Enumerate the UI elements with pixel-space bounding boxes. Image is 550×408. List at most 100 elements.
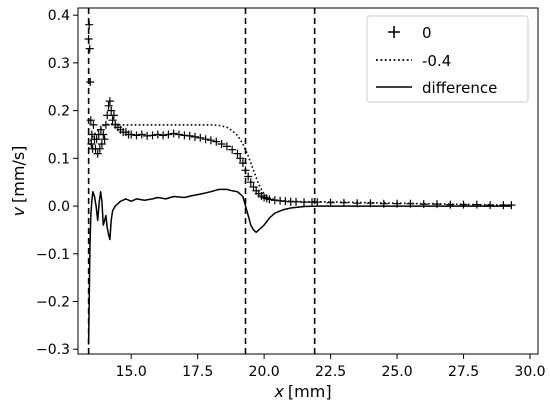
- data-point-plus: [339, 198, 348, 207]
- data-point-plus: [86, 78, 95, 86]
- data-point-plus: [164, 130, 173, 139]
- legend-box: [366, 15, 529, 103]
- data-point-plus: [217, 140, 226, 148]
- data-point-plus: [300, 198, 308, 207]
- data-point-plus: [366, 199, 375, 208]
- plot-frame: [77, 7, 539, 355]
- data-point-plus: [238, 159, 247, 168]
- data-point-plus: [99, 130, 108, 139]
- legend-label-dotted: -0.4: [422, 52, 451, 70]
- data-point-plus: [127, 130, 136, 139]
- y-axis-label-var: v: [9, 206, 28, 216]
- x-axis-label: x [mm]: [273, 382, 331, 401]
- series-difference-line: [87, 188, 512, 345]
- data-point-plus: [499, 201, 508, 210]
- data-point-plus: [92, 135, 101, 144]
- data-point-plus: [109, 111, 118, 120]
- y-tick-label: 0.2: [48, 104, 70, 120]
- x-tick-label: 30.0: [514, 364, 545, 380]
- x-axis-label-var: x: [273, 382, 284, 401]
- data-point-plus: [228, 145, 237, 154]
- data-point-plus: [169, 129, 178, 138]
- y-tick-label: 0.4: [48, 8, 70, 24]
- legend: 0 -0.4 difference: [366, 15, 529, 103]
- data-point-plus: [233, 149, 242, 158]
- data-point-plus: [292, 197, 300, 206]
- series-dotted-layer: [87, 123, 512, 206]
- data-point-plus: [326, 198, 335, 207]
- legend-entry-0: 0: [388, 24, 432, 42]
- data-point-plus: [84, 35, 93, 43]
- data-point-plus: [97, 140, 106, 148]
- data-point-plus: [185, 131, 194, 140]
- y-tick-label: 0.1: [48, 151, 70, 167]
- data-point-plus: [419, 200, 428, 209]
- x-axis-label-unit: [mm]: [288, 382, 332, 401]
- data-point-plus: [96, 125, 105, 134]
- legend-plus-marker: [388, 26, 400, 38]
- data-point-plus: [459, 200, 468, 209]
- legend-entry-dotted: -0.4: [376, 52, 451, 70]
- data-point-plus: [379, 199, 388, 208]
- data-point-plus: [353, 199, 362, 208]
- data-point-plus: [196, 133, 205, 142]
- y-tick-label: −0.2: [36, 295, 70, 311]
- data-point-plus: [393, 199, 402, 208]
- data-point-plus: [222, 142, 231, 151]
- data-point-plus: [244, 172, 253, 181]
- data-point-plus: [85, 44, 94, 53]
- x-tick-label: 25.0: [381, 364, 412, 380]
- data-point-plus: [132, 131, 141, 140]
- x-axis-ticks: 15.0 17.5 20.0 22.5 25.0 27.5 30.0: [116, 354, 546, 380]
- vertical-dashed-lines: [87, 8, 316, 354]
- x-tick-label: 15.0: [116, 364, 147, 380]
- y-tick-label: −0.3: [36, 342, 70, 358]
- data-point-plus: [137, 130, 146, 139]
- series-markers-layer: [84, 20, 516, 210]
- data-point-plus: [86, 116, 95, 125]
- data-point-plus: [100, 135, 109, 144]
- data-point-plus: [313, 198, 322, 207]
- data-point-plus: [246, 178, 255, 187]
- data-point-plus: [101, 120, 110, 129]
- y-axis-label: v [mm/s]: [9, 146, 28, 217]
- data-point-plus: [148, 131, 157, 140]
- data-point-plus: [93, 149, 102, 158]
- y-tick-label: 0.0: [48, 199, 70, 215]
- data-point-plus: [212, 137, 221, 146]
- data-point-plus: [406, 199, 415, 208]
- x-tick-label: 17.5: [182, 364, 213, 380]
- legend-label-difference: difference: [422, 79, 497, 97]
- data-point-plus: [87, 140, 96, 148]
- data-point-plus: [446, 200, 455, 209]
- data-point-plus: [89, 120, 98, 129]
- data-point-plus: [108, 116, 117, 125]
- data-point-plus: [153, 130, 162, 139]
- legend-entry-difference: difference: [376, 79, 497, 97]
- data-point-plus: [95, 144, 104, 153]
- data-point-plus: [265, 195, 274, 204]
- data-point-plus: [472, 200, 481, 209]
- data-point-plus: [433, 200, 441, 209]
- data-point-plus: [104, 101, 113, 110]
- x-tick-label: 22.5: [315, 364, 346, 380]
- y-axis-ticks: −0.3 −0.2 −0.1 0.0 0.1 0.2 0.3 0.4: [36, 8, 78, 358]
- data-point-plus: [236, 154, 245, 163]
- data-point-plus: [206, 136, 215, 145]
- data-point-plus: [87, 130, 96, 139]
- data-point-plus: [201, 135, 210, 144]
- data-point-plus: [85, 20, 94, 29]
- data-point-plus: [107, 106, 116, 115]
- data-point-plus: [159, 131, 168, 140]
- data-point-plus: [103, 111, 112, 120]
- y-tick-label: 0.3: [48, 56, 70, 72]
- series-solid-layer: [87, 188, 512, 345]
- data-point-plus: [241, 166, 250, 175]
- data-point-plus: [507, 201, 516, 210]
- y-tick-label: −0.1: [36, 247, 70, 263]
- y-axis-label-unit: [mm/s]: [9, 146, 28, 203]
- x-tick-label: 27.5: [448, 364, 479, 380]
- data-point-plus: [175, 130, 183, 139]
- data-point-plus: [191, 132, 199, 141]
